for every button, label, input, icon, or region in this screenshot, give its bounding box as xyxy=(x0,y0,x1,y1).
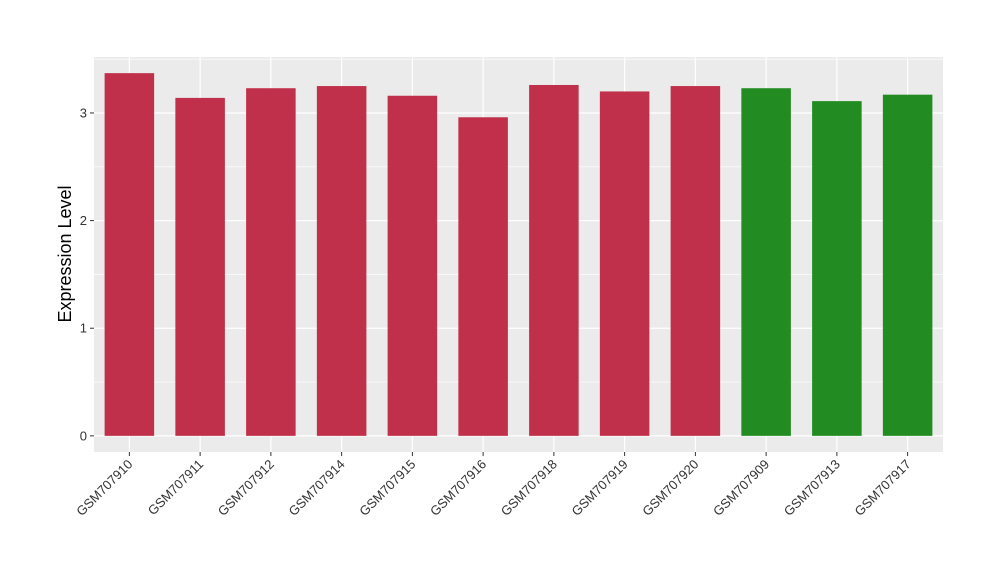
bar-gsm707909 xyxy=(741,88,791,436)
x-tick-label: GSM707917 xyxy=(852,457,914,519)
x-axis: GSM707910 GSM707911 GSM707912 GSM707914 GSM7… xyxy=(73,452,914,519)
bar-gsm707911 xyxy=(175,97,225,436)
y-tick-label: 1 xyxy=(80,321,87,336)
x-tick-label: GSM707914 xyxy=(286,457,348,519)
x-tick-label: GSM707910 xyxy=(73,457,135,519)
bar-gsm707912 xyxy=(246,88,296,436)
x-tick-label: GSM707909 xyxy=(710,457,772,519)
y-axis: 0 1 2 3 xyxy=(80,105,94,443)
y-tick-label: 3 xyxy=(80,105,87,120)
bars-layer xyxy=(104,73,933,436)
bar-gsm707914 xyxy=(316,86,367,436)
plot-panel xyxy=(94,57,943,452)
x-tick-label: GSM707912 xyxy=(215,457,277,519)
y-axis-title: Expression Level xyxy=(55,185,75,322)
y-tick-label: 2 xyxy=(80,213,87,228)
bar-gsm707918 xyxy=(529,84,579,436)
bar-gsm707915 xyxy=(387,95,438,436)
x-tick-label: GSM707915 xyxy=(356,457,418,519)
bar-gsm707916 xyxy=(458,117,508,436)
bar-gsm707913 xyxy=(812,101,862,436)
bar-gsm707910 xyxy=(104,73,155,436)
x-tick-label: GSM707916 xyxy=(427,457,489,519)
y-tick-label: 0 xyxy=(80,428,87,443)
bar-gsm707920 xyxy=(670,86,721,436)
x-tick-label: GSM707920 xyxy=(639,457,701,519)
x-tick-label: GSM707918 xyxy=(498,457,560,519)
x-tick-label: GSM707919 xyxy=(569,457,631,519)
bar-gsm707917 xyxy=(882,94,933,436)
x-tick-label: GSM707913 xyxy=(781,457,843,519)
x-tick-label: GSM707911 xyxy=(145,457,207,519)
bar-gsm707919 xyxy=(599,91,650,436)
